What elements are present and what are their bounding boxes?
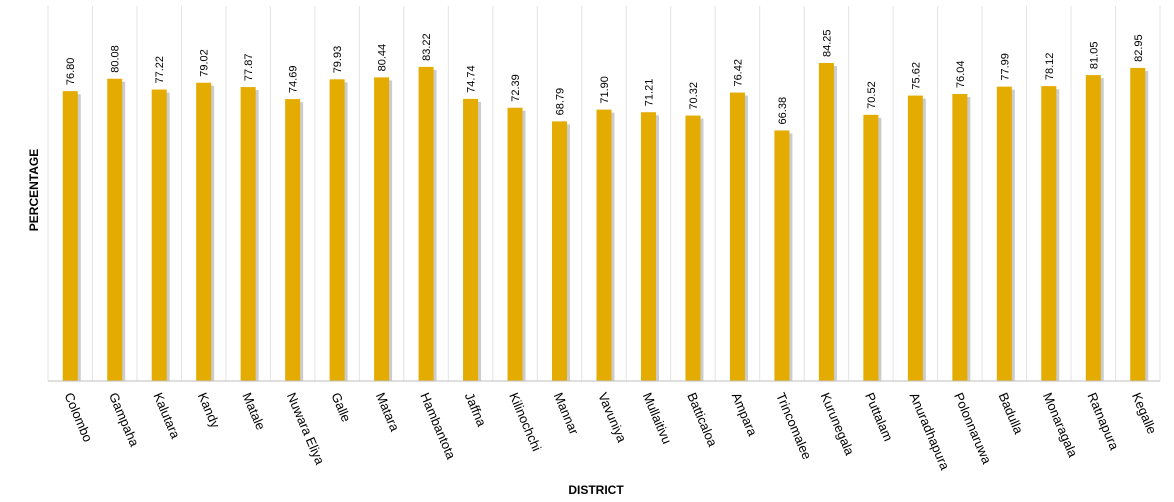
bar-colombo (62, 91, 78, 382)
category-label: Anuradhapura (907, 390, 953, 472)
value-label: 79.02 (199, 49, 211, 77)
bar-matale (240, 87, 256, 382)
bar-kandy (196, 82, 212, 381)
bar-mullaitivu (640, 112, 656, 381)
category-label: Matara (373, 390, 403, 434)
value-label: 82.95 (1133, 34, 1145, 62)
bar-kegalle (1130, 67, 1146, 381)
value-label: 75.62 (910, 62, 922, 90)
value-label: 74.69 (288, 66, 300, 94)
category-label: Badulla (996, 390, 1027, 436)
bar-gampaha (107, 78, 123, 381)
value-label: 79.93 (332, 46, 344, 74)
category-label: Kegalle (1129, 390, 1160, 436)
value-label: 80.44 (377, 44, 389, 72)
value-label: 78.12 (1044, 53, 1056, 81)
value-label: 70.32 (688, 82, 700, 110)
bar-ratnapura (1085, 75, 1101, 381)
bar-galle (329, 79, 345, 381)
value-label: 71.90 (599, 76, 611, 104)
bar-puttalam (863, 114, 879, 382)
bar-kalutara (151, 89, 167, 381)
bar-trincomalee (774, 130, 790, 381)
category-label: Matale (239, 390, 268, 432)
bar-batticaloa (685, 115, 701, 381)
bar-jaffna (463, 98, 479, 381)
category-label: Kandy (195, 390, 223, 430)
value-label: 76.42 (732, 59, 744, 87)
bar-polonnaruwa (952, 93, 968, 381)
category-label: Hambantota (417, 390, 459, 462)
category-label: Batticaloa (684, 390, 720, 449)
value-label: 70.52 (866, 81, 878, 109)
category-label: Nuwara Eliya (284, 390, 328, 467)
category-label: Mannar (551, 390, 582, 437)
value-labels: 76.80 80.08 77.22 79.02 77.87 74.69 79.93 80.44… (65, 29, 1145, 124)
grid-lines (47, 6, 1161, 381)
value-label: 77.99 (999, 53, 1011, 81)
category-label: Ratnapura (1085, 390, 1123, 452)
value-label: 76.80 (65, 58, 77, 86)
category-label: Polonnaruwa (951, 390, 995, 466)
value-label: 66.38 (777, 97, 789, 125)
bar-monaragala (1041, 86, 1057, 381)
value-label: 76.04 (955, 60, 967, 88)
value-label: 72.39 (510, 74, 522, 102)
category-label: Gampaha (106, 390, 142, 449)
bar-mannar (552, 121, 568, 382)
category-label: Ampara (729, 390, 761, 438)
category-label: Trincomalee (773, 390, 815, 461)
value-label: 83.22 (421, 33, 433, 61)
bar-nuwara-eliya (285, 99, 301, 381)
category-label: Puttalam (862, 390, 896, 443)
value-label: 84.25 (821, 29, 833, 57)
value-label: 77.87 (243, 54, 255, 82)
value-label: 81.05 (1088, 42, 1100, 70)
category-label: Galle (328, 390, 354, 424)
value-label: 71.21 (643, 79, 655, 107)
category-label: Kilinochchi (506, 390, 544, 453)
category-label: Vavuniya (595, 390, 630, 445)
bar-ampara (729, 92, 745, 381)
bar-vavuniya (596, 109, 612, 381)
y-axis-label: PERCENTAGE (27, 149, 41, 231)
bar-anuradhapura (907, 95, 923, 382)
value-label: 80.08 (110, 45, 122, 73)
value-label: 74.74 (466, 65, 478, 93)
bar-kurunegala (818, 63, 834, 381)
bar-kilinochchi (507, 107, 523, 381)
category-label: Jaffna (462, 390, 490, 429)
bars (62, 63, 1149, 382)
bar-matara (374, 77, 390, 381)
category-label: Monaragala (1040, 390, 1081, 460)
category-label: Mullaitivu (640, 390, 675, 446)
bar-hambantota (418, 66, 434, 381)
x-axis-label: DISTRICT (568, 483, 624, 497)
bar-badulla (996, 86, 1012, 382)
value-label: 77.22 (154, 56, 166, 84)
value-label: 68.79 (555, 88, 567, 116)
category-label: Kalutara (150, 390, 183, 441)
category-label: Colombo (61, 390, 95, 444)
category-labels: Colombo Gampaha Kalutara Kandy Matale Nuwara … (61, 390, 1159, 472)
category-label: Kurunegala (818, 390, 858, 458)
